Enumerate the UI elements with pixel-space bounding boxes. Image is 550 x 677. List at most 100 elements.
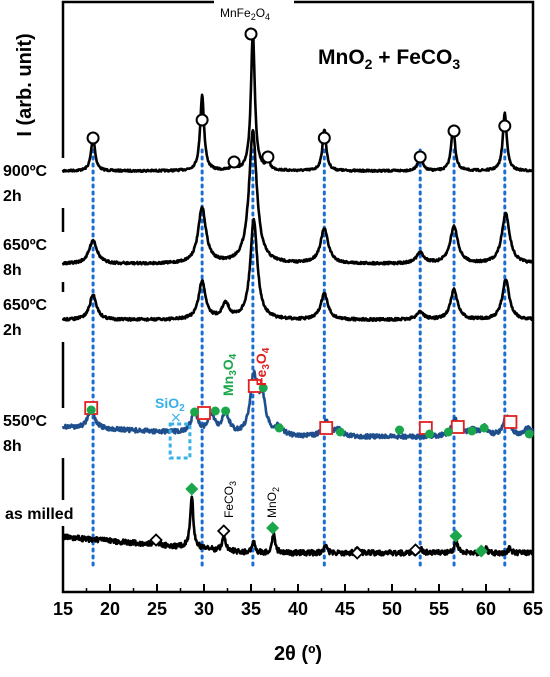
mnfe2o4-circle-8 (498, 119, 512, 133)
reference-lines (91, 148, 507, 567)
x-tick-label-55: 55 (429, 599, 449, 619)
mn3o4-dot-6 (335, 427, 345, 437)
cond-650-2h-line2: 2h (3, 322, 22, 339)
trace-2 (61, 217, 535, 322)
x-tick-label-20: 20 (100, 599, 120, 619)
mnfe2o4-mid: O (256, 6, 265, 20)
fe3o4-label: Fe3O4 (253, 347, 272, 386)
x-tick-label-30: 30 (194, 599, 214, 619)
phase-markers (84, 27, 534, 560)
y-axis-title: I (arb. unit) (14, 33, 36, 136)
sio2-cross: × (170, 410, 182, 426)
mnfe2o4-sub2: 4 (265, 12, 270, 22)
cond-900-line1: 900ºC (3, 163, 48, 180)
mn3o4-dot-11 (479, 423, 489, 433)
mnfe2o4-label-bg (214, 0, 294, 22)
mn3o4-dot-4 (258, 383, 268, 393)
mn3o4-label: Mn3O4 (220, 353, 239, 396)
x-tick-label-40: 40 (288, 599, 308, 619)
mno2-base: MnO (265, 492, 279, 518)
sio2-label: SiO2 (155, 395, 185, 414)
x-tick-label-35: 35 (241, 599, 261, 619)
mn3o4-dot-0 (86, 405, 96, 415)
trace-4 (61, 495, 534, 557)
feco3-sub: 3 (228, 481, 238, 486)
mn3o4-dot-2 (210, 406, 220, 416)
plot-frame (61, 0, 535, 594)
xrd-traces (61, 31, 535, 557)
x-tick-label-25: 25 (147, 599, 167, 619)
cond-milled: as milled (5, 506, 73, 523)
fe3o4-square-1 (197, 406, 211, 420)
fe3o4-sub1: 3 (261, 364, 272, 370)
mno2-diamond-3 (474, 544, 488, 558)
mn3o4-dot-9 (443, 427, 453, 437)
mn3o4-dot-7 (395, 425, 405, 435)
mnfe2o4-circle-2 (227, 155, 241, 169)
cond-bg-550 (0, 408, 66, 458)
cond-650-2h-line1: 650ºC (3, 297, 48, 314)
mno2-diamond-1 (266, 521, 280, 535)
mnfe2o4-circle-3 (244, 27, 258, 41)
mn3o4-dot-12 (524, 429, 534, 439)
fe3o4-square-3 (319, 421, 334, 435)
fe3o4-mid: O (253, 353, 269, 364)
x-tick-label-50: 50 (382, 599, 402, 619)
feco3-diamond-3 (408, 543, 423, 557)
cond-bg-900 (0, 158, 66, 208)
feco3-diamond-2 (350, 546, 364, 560)
chart-title-sub-a: 2 (365, 56, 373, 72)
trace-1 (61, 128, 534, 266)
cond-550-line1: 550ºC (3, 413, 48, 430)
fe3o4-square-5 (450, 420, 465, 434)
mnfe2o4-circle-5 (317, 131, 331, 145)
fe3o4-base: Fe (253, 369, 269, 386)
mn3o4-dot-8 (425, 429, 435, 439)
cond-bg-650-2h (0, 292, 66, 342)
mn3o4-dot-1 (190, 407, 200, 417)
trace-3 (61, 369, 535, 440)
chart-title-part-a: MnO (318, 46, 365, 69)
mno2-sub: 2 (271, 487, 281, 492)
fe3o4-sub2: 4 (261, 347, 272, 353)
chart-title: MnO2 + FeCO3 (318, 46, 460, 72)
mnfe2o4-base: MnFe (220, 6, 251, 20)
mn3o4-mid: O (220, 359, 236, 370)
cond-550-line2: 8h (3, 438, 22, 455)
x-axis-ticks: 15 20 25 30 35 40 45 50 55 60 65 (53, 584, 543, 619)
mnfe2o4-label: MnFe2O4 (220, 6, 270, 22)
chart-title-part-b: + FeCO (372, 46, 452, 69)
x-axis-title: 2θ (º) (274, 643, 322, 665)
sio2-base: SiO (155, 395, 179, 411)
mn3o4-sub1: 3 (228, 370, 239, 376)
mn3o4-sub2: 4 (228, 353, 239, 359)
mno2-label: MnO2 (265, 487, 281, 518)
mnfe2o4-sub1: 2 (251, 12, 256, 22)
mn3o4-dot-3 (221, 406, 231, 416)
sio2-sub: 2 (179, 403, 185, 414)
cond-bg-650-8h (0, 232, 66, 282)
x-tick-label-15: 15 (53, 599, 73, 619)
mnfe2o4-circle-6 (413, 150, 427, 164)
cond-bg-milled (0, 500, 100, 526)
cond-650-8h-line2: 8h (3, 262, 22, 279)
mnfe2o4-circle-0 (86, 131, 100, 145)
cond-650-8h-line1: 650ºC (3, 237, 48, 254)
mn3o4-base: Mn (220, 376, 236, 396)
trace-0 (61, 31, 534, 173)
mnfe2o4-circle-1 (195, 113, 209, 127)
feco3-diamond-0 (149, 533, 163, 547)
fe3o4-square-6 (503, 415, 518, 429)
mn3o4-dot-5 (274, 423, 284, 433)
feco3-base: FeCO (222, 486, 236, 518)
mn3o4-dot-10 (467, 426, 477, 436)
feco3-label: FeCO3 (222, 481, 238, 518)
mnfe2o4-circle-7 (447, 124, 461, 138)
feco3-diamond-1 (216, 524, 231, 538)
mnfe2o4-circle-4 (261, 150, 275, 164)
x-tick-label-65: 65 (523, 599, 543, 619)
chart-title-sub-b: 3 (452, 56, 460, 72)
mno2-diamond-2 (449, 529, 463, 543)
sio2-box (168, 422, 192, 460)
